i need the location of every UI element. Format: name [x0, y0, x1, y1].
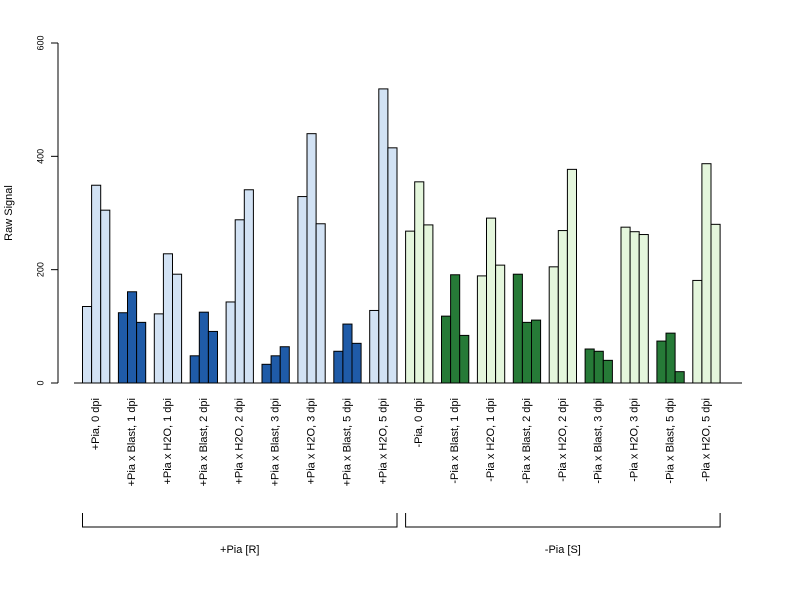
bar	[172, 273, 183, 384]
bar	[270, 355, 281, 384]
bar	[342, 323, 353, 384]
bars	[82, 88, 721, 384]
group-label: -Pia [S]	[545, 544, 581, 556]
category-label: +Pia, 0 dpi	[90, 398, 102, 450]
y-tick-label: 600	[35, 35, 45, 50]
bar	[234, 219, 245, 384]
bar	[117, 312, 129, 384]
bar	[387, 147, 398, 384]
bar	[692, 279, 703, 384]
group-bracket	[405, 513, 721, 528]
bar	[243, 189, 254, 384]
bar	[441, 315, 452, 384]
category-label: -Pia x Blast, 5 dpi	[664, 398, 676, 484]
y-axis-title: Raw Signal	[3, 185, 15, 241]
bar	[450, 274, 461, 384]
category-label: -Pia, 0 dpi	[413, 398, 425, 448]
group-brackets: +Pia [R] -Pia [S]	[82, 513, 721, 556]
bar	[656, 340, 667, 384]
bar	[710, 223, 721, 384]
group-bracket	[82, 513, 398, 528]
bar	[261, 363, 272, 384]
category-label: +Pia x H2O, 1 dpi	[162, 398, 174, 485]
bar	[225, 301, 236, 384]
bar	[136, 321, 147, 384]
bar	[620, 226, 631, 384]
bar	[566, 168, 578, 384]
category-label: -Pia x Blast, 2 dpi	[521, 398, 533, 484]
bar	[100, 209, 111, 384]
y-tick-label: 400	[35, 149, 45, 164]
bar	[629, 231, 640, 384]
bar	[127, 291, 138, 384]
bar	[414, 181, 425, 384]
bar	[665, 332, 676, 384]
category-label: -Pia x H2O, 5 dpi	[700, 398, 712, 482]
category-label: +Pia x Blast, 2 dpi	[198, 398, 210, 486]
category-label: +Pia x H2O, 5 dpi	[377, 398, 389, 485]
bar	[476, 275, 487, 384]
category-label: -Pia x H2O, 3 dpi	[629, 398, 641, 482]
bar	[557, 230, 568, 384]
category-label: +Pia x Blast, 5 dpi	[341, 398, 353, 486]
bar	[279, 346, 290, 384]
y-axis: 0 200 400 600	[35, 35, 59, 386]
bar	[486, 217, 497, 384]
bar	[91, 184, 102, 384]
category-label: +Pia x Blast, 1 dpi	[126, 398, 138, 486]
bar	[423, 224, 434, 384]
bar	[207, 330, 218, 384]
bar	[405, 230, 416, 384]
bar	[593, 350, 604, 384]
bar	[638, 234, 649, 384]
bar	[548, 266, 559, 384]
bar	[531, 319, 542, 384]
bar	[297, 196, 308, 384]
bar	[701, 163, 712, 384]
group-label: +Pia [R]	[220, 544, 259, 556]
y-tick-label: 200	[35, 262, 45, 277]
category-label: -Pia x Blast, 1 dpi	[449, 398, 461, 484]
category-label: -Pia x Blast, 3 dpi	[593, 398, 605, 484]
bar	[674, 371, 685, 384]
bar	[512, 273, 523, 384]
bar	[306, 133, 317, 384]
bar	[521, 321, 533, 384]
bar	[369, 309, 380, 384]
bar	[82, 306, 93, 384]
bar	[153, 313, 164, 384]
y-tick-label: 0	[35, 380, 45, 385]
bar	[189, 355, 200, 384]
bar	[333, 350, 344, 384]
category-label: +Pia x Blast, 3 dpi	[270, 398, 282, 486]
category-label: -Pia x H2O, 2 dpi	[557, 398, 569, 482]
bar	[584, 348, 595, 384]
category-label: +Pia x H2O, 2 dpi	[234, 398, 246, 485]
category-label: +Pia x H2O, 3 dpi	[305, 398, 317, 485]
category-labels: +Pia, 0 dpi +Pia x Blast, 1 dpi +Pia x H2O…	[90, 398, 712, 486]
bar	[351, 342, 362, 384]
bar	[378, 88, 389, 384]
category-label: -Pia x H2O, 1 dpi	[485, 398, 497, 482]
bar	[162, 253, 173, 384]
bar	[198, 311, 209, 384]
bar	[495, 264, 506, 384]
bar	[315, 223, 326, 384]
bar	[459, 334, 470, 384]
bar	[602, 359, 613, 384]
